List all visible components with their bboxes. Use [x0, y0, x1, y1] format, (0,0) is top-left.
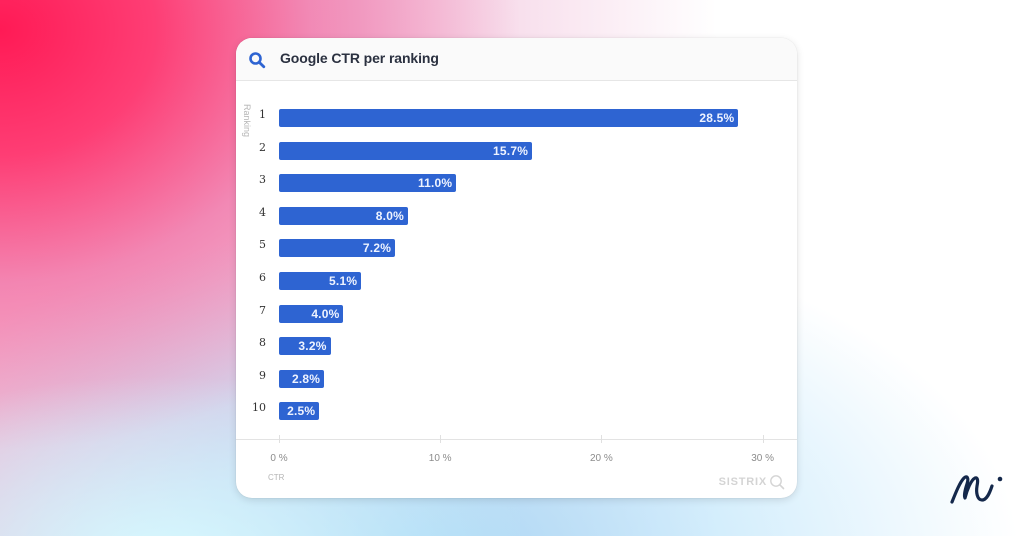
ctr-bar[interactable]: 8.0% [279, 206, 408, 225]
bar-row: 10 2.5% [236, 401, 797, 421]
x-tick-label: 0 % [270, 453, 288, 464]
chart-card: Google CTR per ranking Ranking 1 28.5% 2 15… [236, 38, 797, 498]
x-tick-label: 20 % [589, 453, 613, 464]
bar-value-label: 2.8% [291, 371, 321, 386]
ctr-bar[interactable]: 11.0% [279, 174, 457, 193]
search-icon [249, 52, 266, 69]
rank-label: 10 [252, 401, 266, 415]
bar-value-label: 3.2% [298, 339, 327, 354]
bar-row: 5 7.2% [236, 238, 797, 258]
bar-row: 8 3.2% [236, 336, 797, 356]
bar-row: 2 15.7% [236, 140, 797, 160]
x-tick-label: 30 % [751, 453, 774, 464]
rank-label: 1 [259, 108, 266, 121]
mi-script-logo-icon [950, 475, 1003, 504]
bar-row: 6 5.1% [236, 272, 797, 290]
sistrix-watermark: SISTRIX [719, 474, 785, 490]
bar-row: 3 11.0% [236, 173, 797, 193]
x-tick [440, 435, 442, 443]
bar-value-label: 28.5% [699, 111, 735, 125]
rank-label: 4 [259, 205, 266, 219]
ctr-bar[interactable]: 5.1% [279, 272, 362, 290]
ctr-bar[interactable]: 3.2% [279, 337, 331, 356]
x-axis-line [236, 439, 797, 440]
ctr-bar[interactable]: 7.2% [279, 239, 396, 258]
rank-label: 5 [259, 238, 266, 252]
bar-row: 1 28.5% [236, 109, 797, 127]
x-tick [601, 435, 603, 443]
x-tick [762, 435, 764, 443]
ctr-bar[interactable]: 2.5% [279, 402, 320, 421]
ctr-bar[interactable]: 15.7% [279, 141, 533, 160]
ctr-bar[interactable]: 28.5% [279, 109, 739, 127]
rank-label: 8 [259, 336, 266, 350]
rank-label: 2 [259, 140, 266, 154]
watermark-text: SISTRIX [718, 476, 767, 488]
bar-value-label: 11.0% [417, 176, 453, 191]
rank-label: 9 [259, 368, 266, 382]
card-header: Google CTR per ranking [236, 38, 797, 81]
ctr-bar[interactable]: 4.0% [279, 304, 344, 323]
magnifier-icon [770, 475, 785, 490]
rank-label: 7 [259, 303, 266, 317]
bar-value-label: 8.0% [375, 208, 404, 223]
bar-value-label: 2.5% [287, 404, 316, 419]
bar-row: 9 2.8% [236, 368, 797, 388]
rank-label: 6 [259, 271, 266, 284]
rank-label: 3 [259, 173, 266, 187]
x-tick [279, 435, 280, 443]
x-tick-label: 10 % [428, 453, 452, 464]
bar-value-label: 7.2% [362, 241, 392, 256]
bar-value-label: 5.1% [329, 274, 358, 288]
bar-value-label: 4.0% [311, 306, 340, 321]
chart-title: Google CTR per ranking [280, 50, 439, 66]
x-axis-title: CTR [268, 473, 285, 482]
bar-value-label: 15.7% [493, 143, 529, 158]
bar-row: 7 4.0% [236, 303, 797, 323]
bar-row: 4 8.0% [236, 205, 797, 225]
ctr-bar[interactable]: 2.8% [279, 369, 325, 388]
